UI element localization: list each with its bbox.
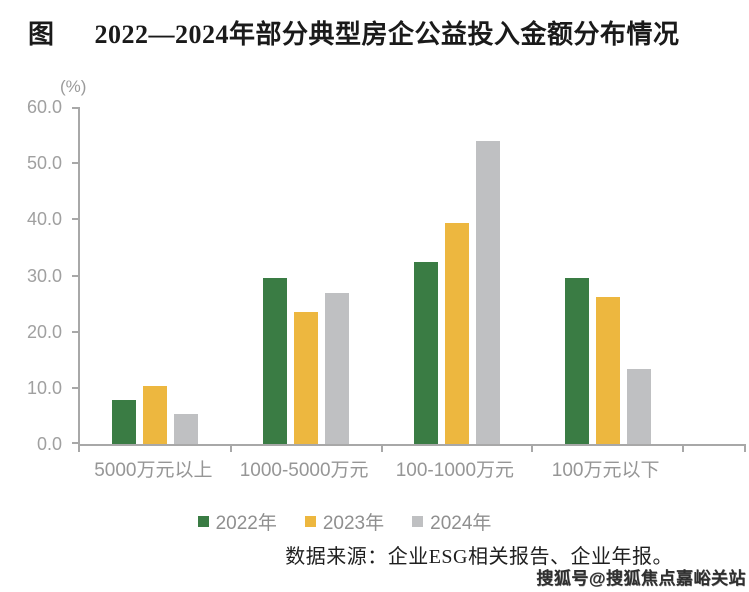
- y-tick-label: 10.0: [26, 377, 62, 398]
- y-tick-label: 40.0: [26, 209, 62, 230]
- x-tick-label: 100-1000万元: [395, 460, 515, 481]
- watermark-text: 搜狐号@搜狐焦点嘉峪关站: [536, 569, 746, 588]
- bar-2022年-5000万元以上: [112, 399, 137, 444]
- bar-2023年-100万元以下: [595, 296, 620, 444]
- y-tick-label: 60.0: [26, 97, 62, 117]
- legend-item-2022年: 2022年: [197, 508, 277, 535]
- y-axis-tick-labels: 0.0 10.0 20.0 30.0 40.0 50.0 60.0: [0, 97, 66, 454]
- plot-area: [72, 107, 746, 452]
- chart-legend: 2022年 2023年 2024年: [0, 508, 719, 535]
- y-tick-label: 50.0: [26, 153, 62, 174]
- bar-2024年-5000万元以上: [174, 414, 199, 444]
- bar-group-2: [231, 107, 382, 444]
- figure-title: 2022—2024年部分典型房企公益投入金额分布情况: [94, 20, 680, 49]
- bar-2023年-5000万元以上: [143, 386, 168, 444]
- y-tick-label: 0.0: [36, 434, 62, 454]
- bar-2022年-100万元以下: [564, 278, 589, 444]
- bar-group-4: [532, 107, 683, 444]
- bar-2024年-100-1000万元: [475, 140, 500, 444]
- figure-label: 图: [28, 20, 55, 49]
- x-axis-end-tick: [744, 446, 746, 452]
- figure-title-row: 图 2022—2024年部分典型房企公益投入金额分布情况: [28, 14, 729, 51]
- y-axis-tick: [72, 218, 78, 221]
- y-axis-tick: [72, 442, 78, 444]
- x-axis-tick: [682, 446, 684, 452]
- x-axis-tick: [229, 446, 232, 452]
- legend-label: 2024年: [430, 513, 492, 534]
- x-tick-label: 5000万元以上: [94, 460, 213, 481]
- bar-2024年-1000-5000万元: [325, 293, 350, 444]
- x-axis-tick: [531, 446, 534, 452]
- x-axis-tick: [380, 446, 383, 452]
- legend-swatch-icon: [197, 516, 209, 527]
- y-axis-tick: [72, 162, 78, 165]
- y-axis-tick: [72, 386, 78, 389]
- legend-label: 2023年: [322, 513, 385, 534]
- y-axis-tick: [72, 274, 78, 277]
- y-axis-unit-label: (%): [60, 77, 87, 96]
- y-axis-tick: [72, 330, 78, 333]
- x-axis-tick: [78, 446, 80, 452]
- bar-2022年-1000-5000万元: [263, 278, 288, 444]
- x-tick-label: 1000-5000万元: [239, 460, 369, 481]
- x-tick-label: 100万元以下: [551, 460, 660, 481]
- bar-2023年-1000-5000万元: [294, 312, 319, 444]
- y-tick-label: 20.0: [26, 321, 62, 342]
- y-axis-tick: [72, 107, 78, 109]
- legend-swatch-icon: [412, 516, 424, 527]
- data-source-note: 数据来源：企业ESG相关报告、企业年报。: [285, 546, 673, 568]
- bar-2023年-100-1000万元: [444, 222, 469, 444]
- legend-item-2023年: 2023年: [304, 508, 385, 535]
- bar-2024年-100万元以下: [626, 369, 651, 444]
- bar-group-1: [80, 107, 231, 444]
- x-axis-tick-labels: 5000万元以上 1000-5000万元 100-1000万元 100万元以下: [78, 455, 744, 481]
- legend-swatch-icon: [304, 516, 316, 527]
- legend-label: 2022年: [215, 513, 277, 534]
- bar-group-3: [382, 107, 533, 444]
- legend-item-2024年: 2024年: [412, 508, 491, 535]
- y-tick-label: 30.0: [26, 265, 62, 286]
- bar-2022年-100-1000万元: [413, 262, 438, 444]
